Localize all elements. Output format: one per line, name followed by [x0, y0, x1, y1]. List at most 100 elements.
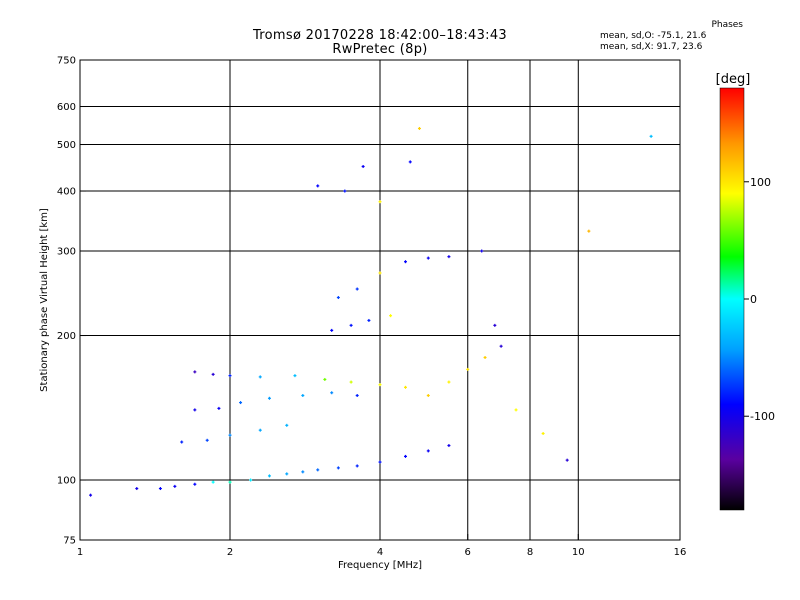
data-point [499, 344, 503, 348]
data-point [285, 472, 289, 476]
y-tick-label: 300 [57, 247, 76, 258]
y-axis-ticks: 75 100 200 300 400 500 600 750 [57, 56, 86, 547]
data-point [447, 255, 451, 259]
data-point [389, 314, 393, 318]
y-axis-label: Stationary phase Virtual Height [km] [39, 208, 50, 392]
data-point [330, 391, 334, 395]
colorbar-tick-label: 0 [750, 293, 757, 306]
data-point [330, 328, 334, 332]
data-point [349, 380, 353, 384]
data-point [293, 374, 297, 378]
data-point [267, 396, 271, 400]
data-point [493, 323, 497, 327]
data-point [135, 487, 139, 491]
data-point [193, 370, 197, 374]
data-point [267, 474, 271, 478]
data-point [417, 126, 421, 130]
data-point [355, 464, 359, 468]
y-tick-label: 200 [57, 331, 76, 342]
data-point [447, 444, 451, 448]
data-point [343, 189, 347, 193]
x-axis-label: Frequency [MHz] [338, 560, 422, 571]
data-point [193, 408, 197, 412]
data-point [355, 394, 359, 398]
x-tick-label: 6 [465, 547, 471, 558]
data-point [89, 493, 93, 497]
x-tick-label: 16 [674, 547, 687, 558]
data-point [323, 377, 327, 381]
data-point [239, 401, 243, 405]
data-point [228, 480, 232, 484]
data-point [193, 482, 197, 486]
chart-subtitle: RwPretec (8p) [332, 42, 428, 57]
data-point [316, 184, 320, 188]
data-point [378, 271, 382, 275]
colorbar-label: [deg] [716, 72, 751, 87]
data-point [378, 460, 382, 464]
data-point [408, 160, 412, 164]
x-tick-label: 4 [377, 547, 383, 558]
data-points [89, 126, 653, 497]
data-point [228, 433, 232, 437]
data-point [173, 484, 177, 488]
data-point [316, 468, 320, 472]
data-point [565, 458, 569, 462]
data-point [355, 287, 359, 291]
colorbar-tick-label: 100 [750, 176, 771, 189]
y-tick-label: 400 [57, 187, 76, 198]
data-point [403, 260, 407, 264]
colorbar-tick-label: -100 [750, 410, 775, 423]
data-point [426, 449, 430, 453]
data-point [361, 164, 365, 168]
data-point [258, 375, 262, 379]
data-point [258, 428, 262, 432]
data-point [426, 394, 430, 398]
y-tick-label: 500 [57, 140, 76, 151]
data-point [349, 323, 353, 327]
data-point [587, 229, 591, 233]
colorbar-ticks: 100 0 -100 [744, 176, 775, 423]
data-point [211, 372, 215, 376]
stats-o-mode: mean, sd,O: -75.1, 21.6 [600, 31, 707, 41]
x-axis-ticks: 1 2 4 6 8 10 16 [77, 534, 687, 558]
data-point [403, 454, 407, 458]
data-point [217, 406, 221, 410]
data-point [285, 423, 289, 427]
data-point [541, 432, 545, 436]
data-point [514, 408, 518, 412]
data-point [483, 355, 487, 359]
data-point [158, 487, 162, 491]
x-tick-label: 8 [527, 547, 533, 558]
y-tick-label: 600 [57, 102, 76, 113]
y-tick-label: 750 [57, 56, 76, 67]
data-point [480, 249, 484, 253]
data-point [378, 383, 382, 387]
y-tick-label: 100 [57, 476, 76, 487]
phase-stats: Phases mean, sd,O: -75.1, 21.6 mean, sd,… [600, 20, 745, 53]
chart-title: Tromsø 20170228 18:42:00–18:43:43 [252, 28, 508, 43]
stats-x-mode: mean, sd,X: 91.7, 23.6 [600, 42, 703, 52]
x-tick-label: 10 [572, 547, 585, 558]
data-point [466, 367, 470, 371]
x-tick-label: 1 [77, 547, 83, 558]
data-point [649, 134, 653, 138]
data-point [301, 470, 305, 474]
data-point [180, 440, 184, 444]
data-point [447, 380, 451, 384]
stats-heading: Phases [711, 20, 743, 30]
data-point [211, 480, 215, 484]
y-tick-label: 75 [63, 536, 76, 547]
data-point [249, 478, 253, 482]
data-point [426, 256, 430, 260]
data-point [378, 200, 382, 204]
data-point [403, 385, 407, 389]
grid-lines [80, 60, 680, 540]
data-point [301, 394, 305, 398]
x-tick-label: 2 [227, 547, 233, 558]
data-point [228, 374, 232, 378]
data-point [336, 466, 340, 470]
data-point [205, 438, 209, 442]
data-point [367, 318, 371, 322]
data-point [336, 296, 340, 300]
